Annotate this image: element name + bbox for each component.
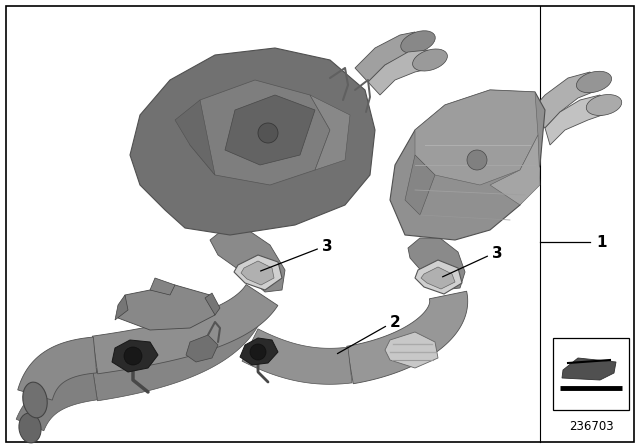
Polygon shape (205, 293, 220, 315)
Ellipse shape (19, 413, 41, 443)
Ellipse shape (577, 71, 612, 93)
Polygon shape (225, 95, 315, 165)
Polygon shape (385, 332, 438, 368)
Polygon shape (240, 338, 278, 365)
Text: 3: 3 (492, 246, 502, 260)
Polygon shape (130, 48, 375, 235)
Circle shape (250, 344, 266, 360)
Polygon shape (415, 260, 462, 294)
Polygon shape (545, 95, 608, 145)
Bar (553, 338, 629, 410)
Text: 236703: 236703 (569, 420, 613, 433)
Polygon shape (242, 329, 352, 384)
Polygon shape (18, 337, 97, 400)
Ellipse shape (586, 95, 621, 116)
Ellipse shape (23, 382, 47, 418)
Polygon shape (234, 255, 282, 290)
Polygon shape (210, 228, 285, 292)
Polygon shape (190, 80, 330, 185)
Polygon shape (16, 370, 97, 431)
Polygon shape (93, 304, 263, 401)
Polygon shape (112, 340, 158, 372)
Polygon shape (355, 32, 420, 82)
Polygon shape (405, 155, 435, 215)
Ellipse shape (401, 31, 435, 53)
Polygon shape (115, 295, 128, 320)
Circle shape (124, 347, 142, 365)
Polygon shape (347, 291, 468, 384)
Polygon shape (530, 72, 598, 128)
Polygon shape (421, 267, 455, 289)
Circle shape (258, 123, 278, 143)
Polygon shape (92, 284, 278, 374)
Polygon shape (186, 335, 218, 362)
Polygon shape (241, 261, 274, 285)
Polygon shape (408, 238, 465, 290)
Polygon shape (490, 135, 540, 205)
Polygon shape (415, 90, 538, 185)
Polygon shape (368, 50, 433, 95)
Text: 3: 3 (322, 238, 333, 254)
Ellipse shape (413, 49, 447, 71)
Text: 2: 2 (390, 314, 401, 329)
Circle shape (467, 150, 487, 170)
Polygon shape (390, 90, 545, 240)
Polygon shape (562, 358, 616, 380)
Polygon shape (310, 95, 350, 170)
Polygon shape (118, 285, 215, 330)
Polygon shape (175, 100, 215, 175)
Text: 1: 1 (596, 234, 607, 250)
Polygon shape (150, 278, 175, 295)
